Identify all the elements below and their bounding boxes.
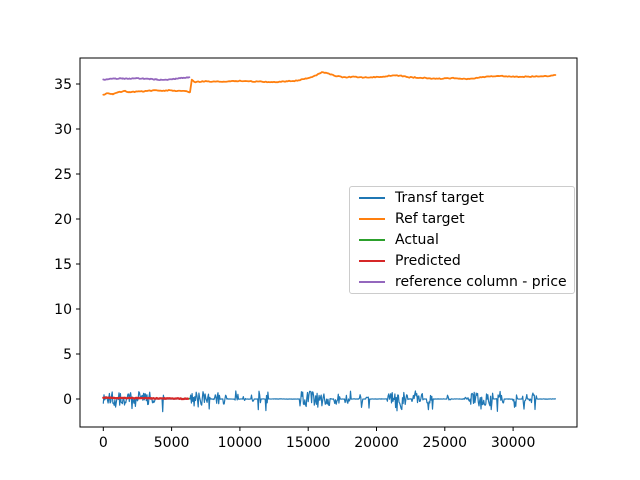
legend-entry-transf-target: Transf target — [359, 191, 565, 205]
y-tick-label: 0 — [63, 392, 72, 408]
series-line-predicted — [102, 396, 190, 401]
y-tick-label: 20 — [54, 212, 72, 228]
legend-entry-ref-target: Ref target — [359, 212, 565, 226]
x-tick-label: 0 — [99, 435, 108, 451]
series-line-ref-target — [102, 71, 557, 96]
x-tick-label: 10000 — [218, 435, 263, 451]
legend-line-sample-ref-target — [359, 218, 385, 220]
legend-line-sample-predicted — [359, 260, 385, 262]
series-line-transf-target — [102, 390, 557, 413]
x-tick-label: 25000 — [423, 435, 468, 451]
legend-label-predicted: Predicted — [395, 253, 461, 269]
legend-label-reference-column-price: reference column - price — [395, 274, 567, 290]
legend: Transf target Ref target Actual Predicte… — [349, 186, 575, 294]
y-tick-label: 30 — [54, 122, 72, 138]
legend-entry-actual: Actual — [359, 233, 565, 247]
legend-entry-reference-column-price: reference column - price — [359, 274, 567, 290]
axes-box — [79, 57, 578, 428]
legend-line-sample-reference-column-price — [359, 281, 385, 283]
legend-label-actual: Actual — [395, 232, 439, 248]
y-tick-label: 35 — [54, 77, 72, 93]
legend-label-ref-target: Ref target — [395, 211, 465, 227]
series-line-reference-column-price — [102, 76, 191, 82]
x-tick-label: 20000 — [354, 435, 399, 451]
legend-entry-predicted: Predicted — [359, 254, 565, 268]
y-tick-label: 15 — [54, 257, 72, 273]
x-tick-label: 30000 — [491, 435, 536, 451]
y-tick-label: 5 — [63, 347, 72, 363]
legend-line-sample-actual — [359, 239, 385, 241]
legend-line-sample-transf-target — [359, 197, 385, 199]
y-tick-label: 25 — [54, 167, 72, 183]
y-tick-label: 10 — [54, 302, 72, 318]
x-tick-label: 5000 — [154, 435, 190, 451]
legend-label-transf-target: Transf target — [395, 190, 484, 206]
x-tick-label: 15000 — [286, 435, 331, 451]
